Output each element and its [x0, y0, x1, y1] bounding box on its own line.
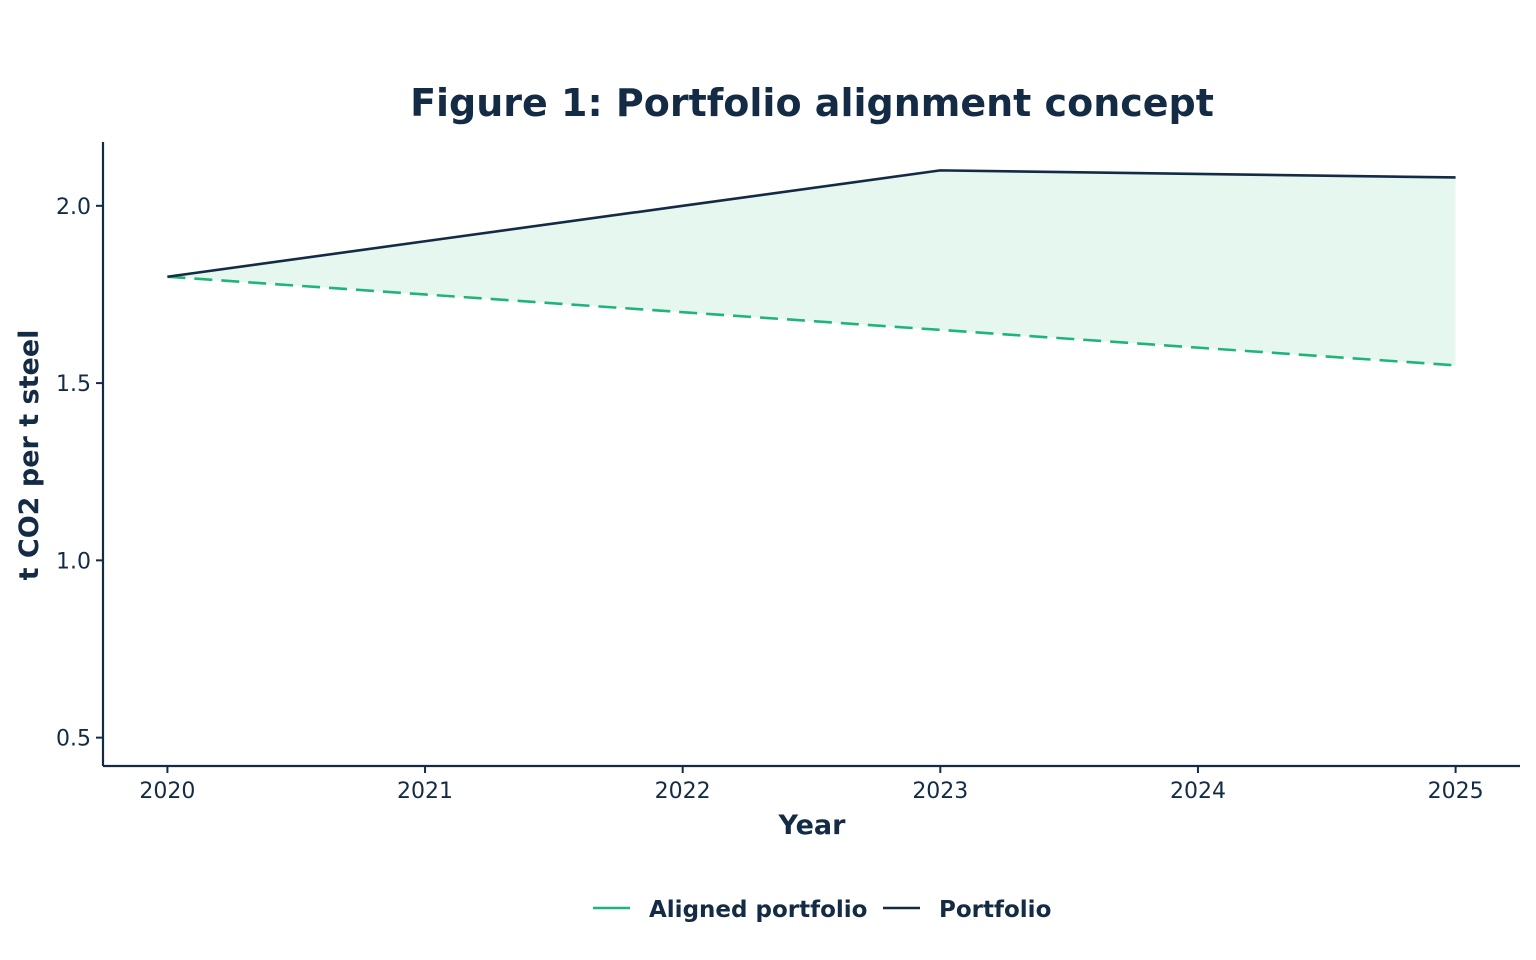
x-axis-title: Year	[778, 810, 847, 841]
y-axis-title: t CO2 per t steel	[14, 330, 45, 581]
series-line-portfolio	[167, 169, 1456, 279]
x-tick-label: 2022	[655, 779, 711, 804]
x-tick-label: 2025	[1428, 779, 1484, 804]
y-tick-label: 1.5	[56, 372, 91, 397]
chart-title: Figure 1: Portfolio alignment concept	[410, 81, 1214, 125]
legend-label-aligned-portfolio: Aligned portfolio	[649, 897, 867, 923]
x-tick-label: 2020	[139, 779, 195, 804]
x-tick-label: 2024	[1170, 779, 1226, 804]
y-tick-label: 2.0	[56, 195, 91, 220]
x-axis-ticks: 2020 2021 2022 2023 2024 2025	[139, 766, 1484, 804]
series-layer	[167, 169, 1456, 367]
y-tick-label: 1.0	[56, 549, 91, 574]
y-axis-ticks: 0.5 1.0 1.5 2.0	[56, 195, 103, 752]
y-tick-label: 0.5	[56, 727, 91, 752]
legend-label-portfolio: Portfolio	[939, 897, 1051, 923]
alignment-gap-area	[167, 170, 1456, 366]
x-tick-label: 2023	[912, 779, 968, 804]
legend: Aligned portfolio Portfolio	[593, 897, 1051, 923]
x-tick-label: 2021	[397, 779, 453, 804]
